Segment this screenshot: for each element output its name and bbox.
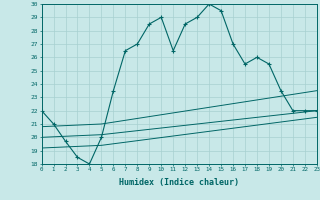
X-axis label: Humidex (Indice chaleur): Humidex (Indice chaleur): [119, 178, 239, 187]
